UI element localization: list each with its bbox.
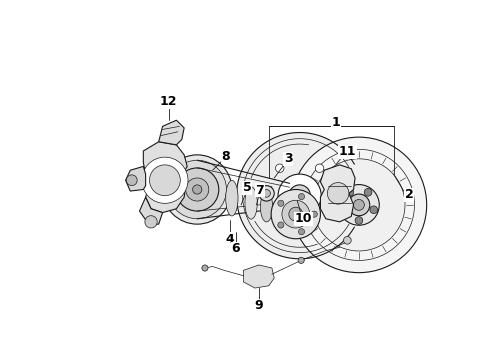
Circle shape	[327, 183, 349, 204]
Circle shape	[289, 185, 311, 206]
Circle shape	[278, 174, 321, 217]
Circle shape	[353, 199, 365, 210]
Circle shape	[263, 189, 270, 197]
Text: 7: 7	[255, 184, 264, 197]
Polygon shape	[143, 142, 187, 213]
Circle shape	[259, 186, 274, 201]
Circle shape	[271, 189, 320, 239]
Polygon shape	[159, 120, 184, 145]
Circle shape	[339, 185, 379, 225]
Ellipse shape	[260, 192, 273, 222]
Circle shape	[186, 178, 209, 201]
Text: 12: 12	[160, 95, 177, 108]
Text: 3: 3	[284, 152, 293, 165]
Circle shape	[328, 202, 336, 210]
Circle shape	[298, 193, 305, 200]
Circle shape	[343, 237, 351, 244]
Circle shape	[340, 206, 348, 213]
Circle shape	[295, 225, 304, 234]
Circle shape	[295, 191, 304, 200]
Text: 10: 10	[295, 212, 312, 225]
Circle shape	[355, 217, 363, 224]
Circle shape	[370, 206, 378, 213]
Circle shape	[278, 222, 284, 228]
Circle shape	[298, 229, 305, 235]
Circle shape	[263, 202, 271, 210]
Text: 8: 8	[221, 150, 230, 163]
Circle shape	[193, 185, 202, 194]
Text: 5: 5	[243, 181, 252, 194]
Ellipse shape	[276, 197, 288, 225]
Polygon shape	[125, 166, 146, 191]
Text: 2: 2	[405, 188, 414, 201]
Circle shape	[163, 155, 232, 224]
Circle shape	[311, 211, 318, 217]
Circle shape	[315, 164, 324, 172]
Polygon shape	[320, 165, 355, 222]
Polygon shape	[140, 197, 163, 224]
Circle shape	[346, 188, 354, 196]
Circle shape	[348, 194, 370, 216]
Text: 1: 1	[331, 116, 340, 129]
Ellipse shape	[245, 187, 257, 219]
Circle shape	[145, 216, 157, 228]
Text: 11: 11	[339, 145, 356, 158]
Text: 9: 9	[254, 299, 263, 312]
Circle shape	[149, 165, 180, 195]
Text: 4: 4	[225, 233, 234, 246]
Circle shape	[275, 164, 284, 172]
Circle shape	[313, 159, 405, 251]
Circle shape	[289, 207, 303, 221]
Circle shape	[291, 137, 427, 273]
Ellipse shape	[226, 180, 238, 216]
Circle shape	[142, 157, 188, 203]
Text: 6: 6	[231, 242, 240, 255]
Circle shape	[298, 257, 304, 264]
Circle shape	[364, 188, 372, 196]
Circle shape	[282, 200, 310, 228]
Circle shape	[126, 175, 137, 186]
Circle shape	[175, 168, 219, 211]
Circle shape	[278, 200, 284, 206]
Circle shape	[202, 265, 208, 271]
Circle shape	[168, 160, 226, 219]
Polygon shape	[237, 132, 354, 259]
Polygon shape	[244, 265, 274, 288]
